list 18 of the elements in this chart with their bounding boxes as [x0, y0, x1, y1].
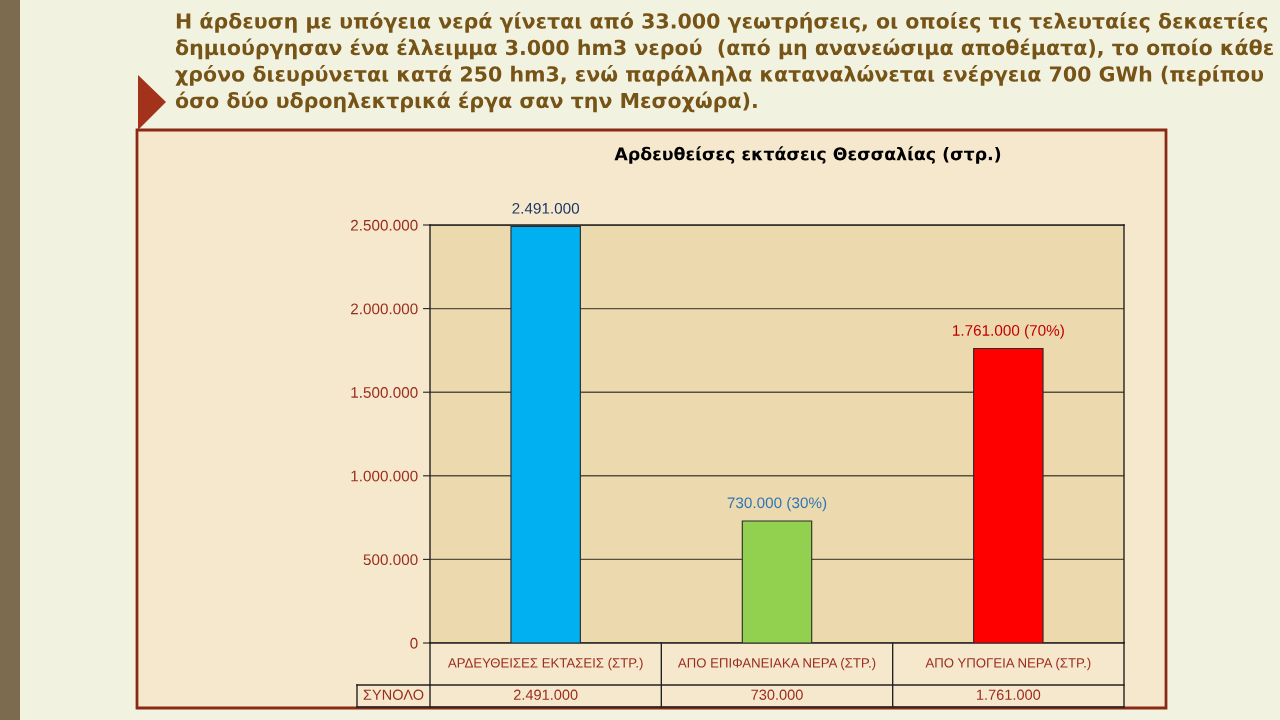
y-tick-label: 1.000.000	[351, 470, 418, 482]
y-tick-label: 2.500.000	[351, 219, 418, 231]
y-tick-label: 500.000	[363, 554, 418, 566]
x-tick-label: ΑΠΟ ΥΠΟΓΕΙΑ ΝΕΡΑ (ΣΤΡ.)	[925, 657, 1091, 671]
x-tick-label: ΑΠΟ ΕΠΙΦΑΝΕΙΑΚΑ ΝΕΡΑ (ΣΤΡ.)	[677, 657, 876, 671]
data-label: 730.000	[751, 689, 803, 700]
annotation: 2.491.000	[512, 202, 580, 214]
annotation: 730.000 (30%)	[727, 496, 827, 512]
x-tick-label: ΑΡΔΕΥΘΕΙΣΕΣ ΕΚΤΑΣΕΙΣ (ΣΤΡ.)	[447, 657, 643, 671]
annotation: 1.761.000 (70%)	[953, 324, 1064, 339]
chart-title: Αρδευθείσες εκτάσεις Θεσσαλίας (στρ.)	[614, 146, 1001, 164]
legend-label: ΣΥΝΟΛΟ	[363, 689, 424, 700]
data-label: 1.761.000	[977, 689, 1041, 700]
y-tick-label: 1.500.000	[351, 387, 418, 398]
y-tick-label: 0	[410, 637, 418, 649]
data-label: 2.491.000	[513, 689, 578, 700]
y-tick-label: 2.000.000	[351, 303, 418, 315]
text: Η άρδευση με υπόγεια νερά γίνεται από 33.000 γεωτρήσεις, οι οποίες τις τελευταίες δεκαετίες δημιούργησαν ένα έλλειμμα 3.000 hm3 νερού (από μη ανανεώσιμα αποθέματα), το οποίο κάθε χρόνο διευρύνεται κατά 250 hm3, ενώ παράλληλα καταναλώνεται ενέργεια 700 GWh (περίπου όσο δύο υδροηλεκτρικά έργα σαν την Μεσοχώρα).	[175, 12, 1273, 113]
